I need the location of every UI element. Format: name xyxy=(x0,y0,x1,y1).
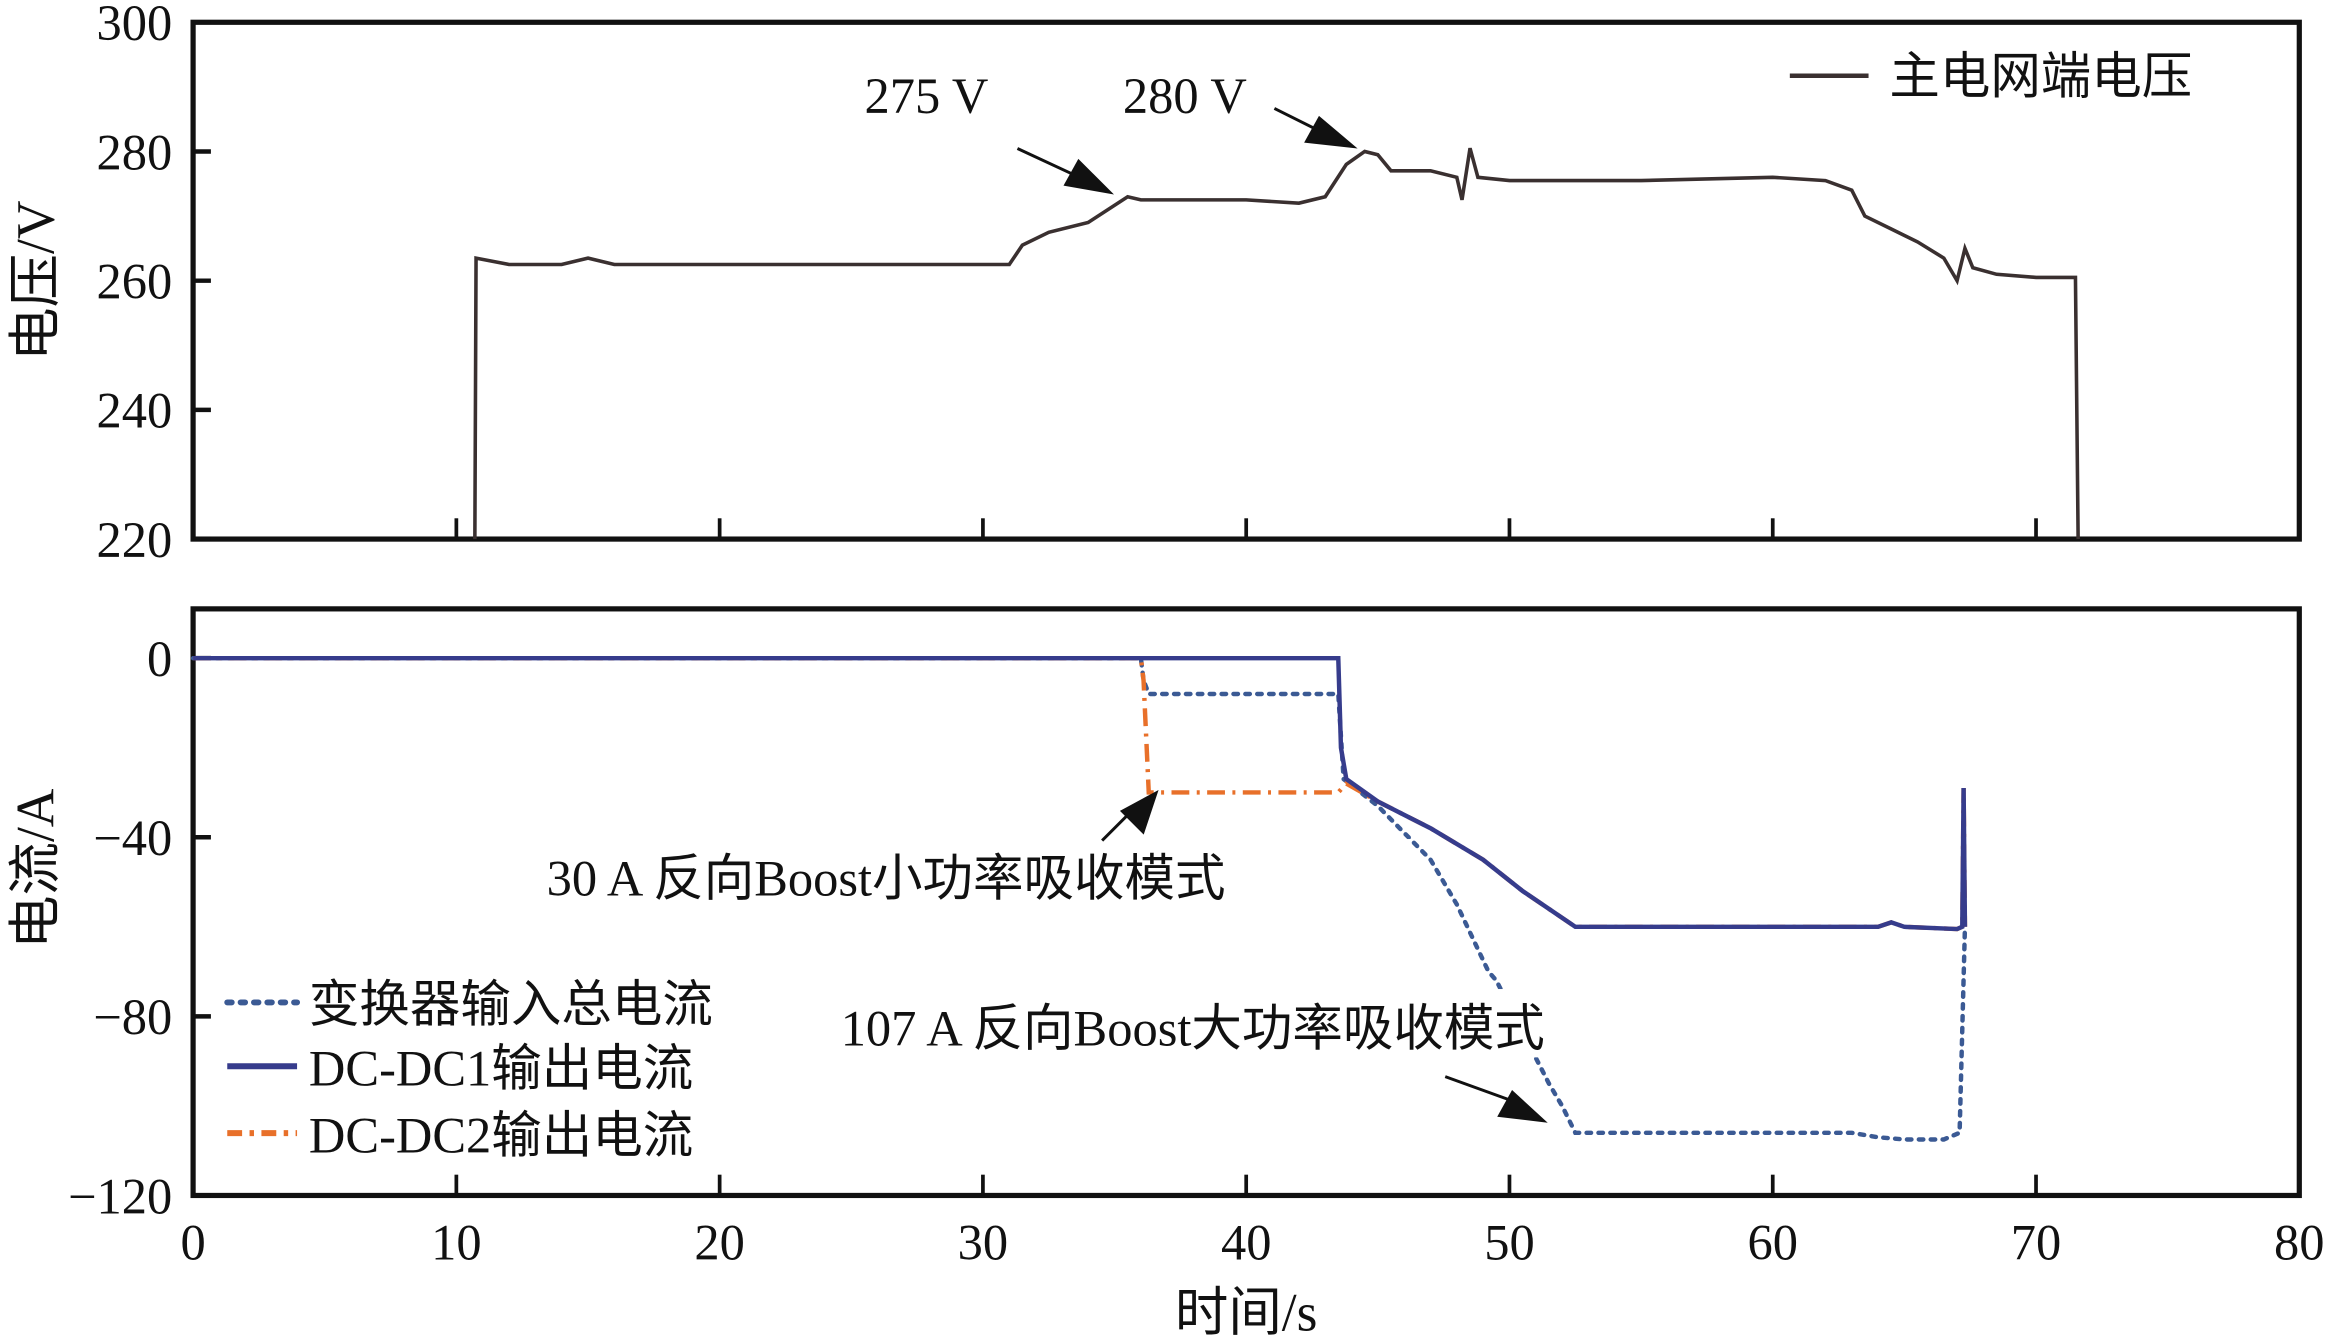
series-line-dcdc1-output-current xyxy=(193,655,1968,932)
legend-label-total-input-current: 变换器输入总电流 xyxy=(309,977,713,1033)
x-tick-label: 50 xyxy=(1484,1214,1534,1270)
y-tick-label: 280 xyxy=(97,124,173,180)
voltage-y-axis-label: 电压/V xyxy=(5,200,65,360)
legend-label-grid-voltage: 主电网端电压 xyxy=(1889,49,2192,105)
legend-background xyxy=(219,962,814,1174)
x-tick-label: 70 xyxy=(2011,1214,2061,1270)
x-tick-label: 20 xyxy=(694,1214,744,1270)
y-tick-label: 260 xyxy=(97,253,173,309)
y-tick-label: −120 xyxy=(68,1168,172,1224)
voltage-panel: 220 240 260 280 300 电压/V 主电网端电压 275 V 280 V xyxy=(5,0,2302,568)
legend-label-dcdc2-output-current: DC-DC2输出电流 xyxy=(309,1107,693,1163)
y-tick-label: 0 xyxy=(147,631,172,687)
arrow-275v xyxy=(1016,147,1114,195)
x-tick-label: 30 xyxy=(958,1214,1008,1270)
annotation-107a-background xyxy=(831,989,1723,1058)
series-line-total-input-current xyxy=(190,655,1968,1142)
x-tick-label: 60 xyxy=(1747,1214,1797,1270)
y-tick-label: 300 xyxy=(97,0,173,51)
x-tick-label: 80 xyxy=(2274,1214,2324,1270)
annotation-275v: 275 V xyxy=(864,68,988,124)
y-tick-label: 220 xyxy=(97,512,173,568)
y-tick-label: 240 xyxy=(97,383,173,439)
annotation-107a-mode: 107 A 反向Boost大功率吸收模式 xyxy=(841,1000,1545,1056)
current-y-axis-label: 电流/A xyxy=(5,788,65,949)
y-tick-label: −80 xyxy=(93,989,172,1045)
legend-label-dcdc1-output-current: DC-DC1输出电流 xyxy=(309,1041,693,1097)
annotation-30a-mode: 30 A 反向Boost小功率吸收模式 xyxy=(547,850,1226,906)
x-tick-label: 40 xyxy=(1221,1214,1271,1270)
x-tick-label: 10 xyxy=(431,1214,481,1270)
annotation-30a-background xyxy=(534,839,1412,908)
arrow-280v xyxy=(1273,107,1358,149)
series-line-grid-voltage xyxy=(473,147,2080,540)
arrow-107a xyxy=(1444,1075,1548,1123)
x-axis-label: 时间/s xyxy=(1175,1283,1318,1341)
annotation-280v: 280 V xyxy=(1123,68,1247,124)
y-tick-label: −40 xyxy=(93,810,172,866)
current-panel: 0−40−80−120 0 10 20 30 40 50 60 70 80 电流/A 时间/s … xyxy=(5,606,2325,1341)
arrow-30a xyxy=(1101,790,1159,842)
x-tick-label: 0 xyxy=(180,1214,205,1270)
